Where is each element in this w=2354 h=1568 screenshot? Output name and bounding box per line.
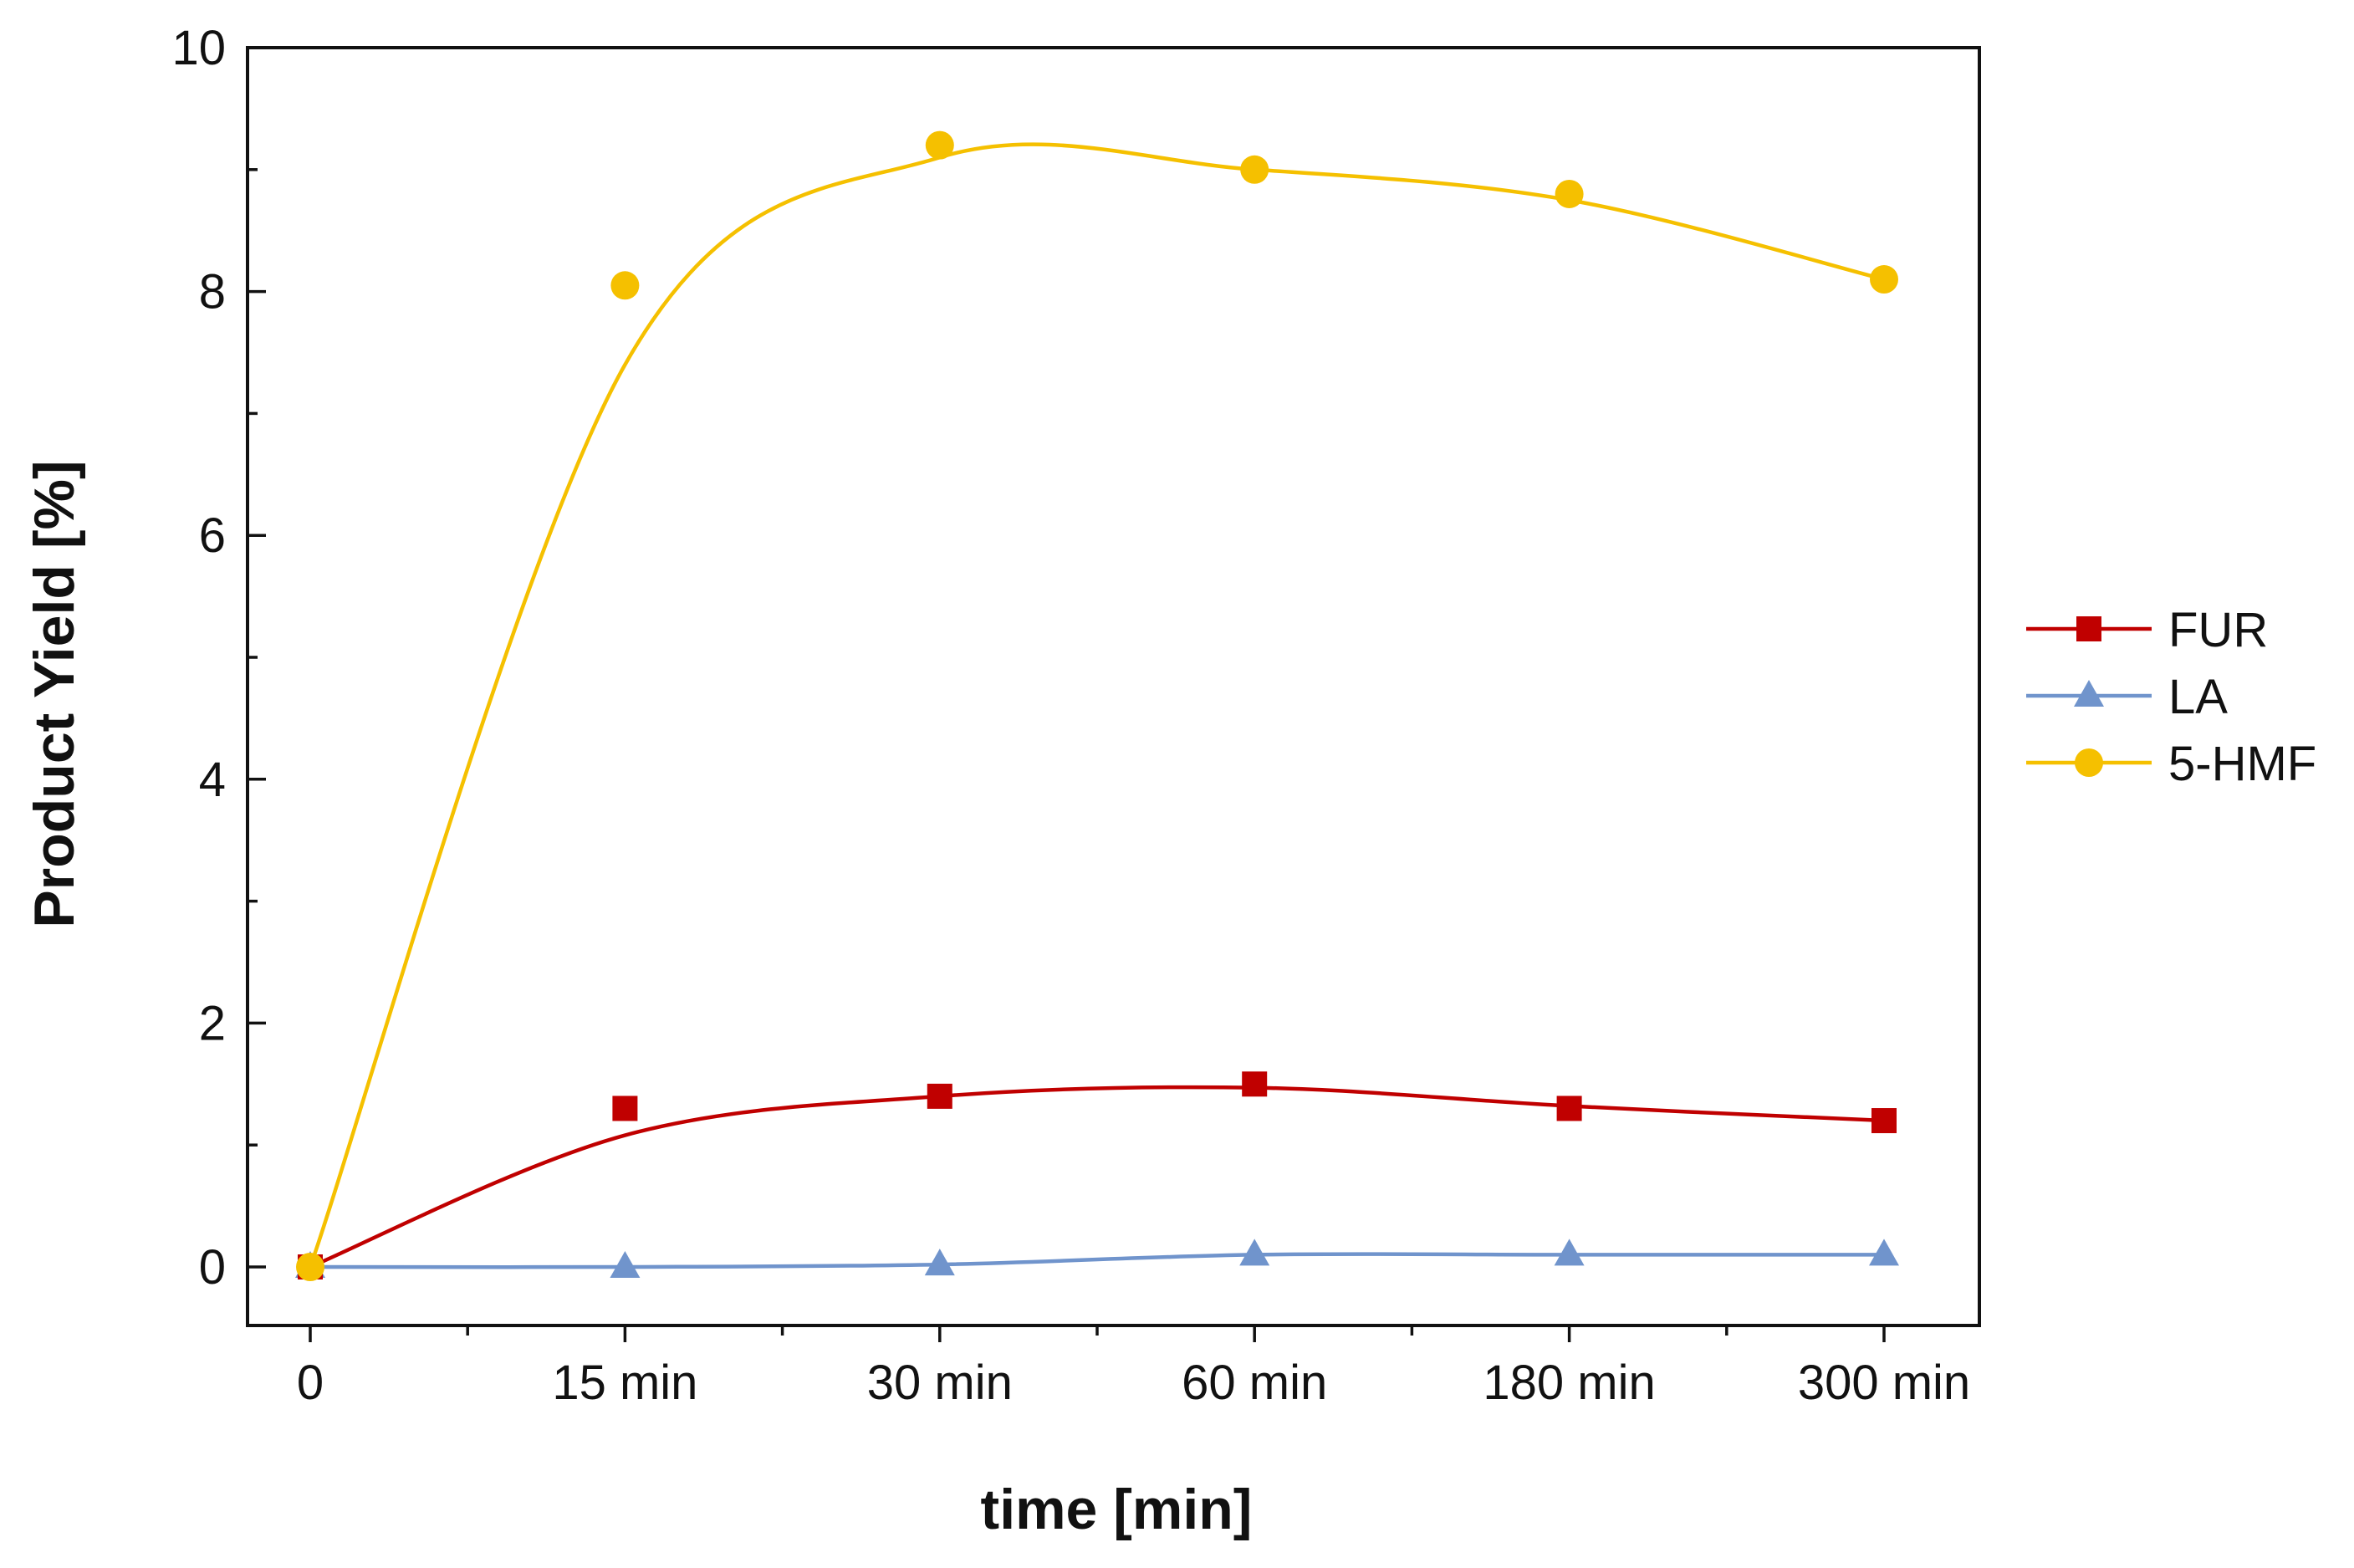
data-point-la [1239,1239,1270,1266]
series-la [295,1239,1899,1278]
series-line-5-hmf [308,142,1885,1268]
x-tick-label: 60 min [1182,1356,1327,1410]
x-axis-title: time [min] [981,1478,1253,1541]
x-tick-label: 300 min [1798,1356,1970,1410]
data-point-5-hmf [925,130,954,160]
series-line-la [309,1252,1884,1269]
data-point-5-hmf [296,1253,324,1281]
legend-item-5-hmf: 5-HMF [2026,737,2316,791]
y-tick-label: 8 [199,265,226,319]
x-tick-label: 180 min [1483,1356,1655,1410]
legend-label: 5-HMF [2168,737,2316,791]
x-tick-label: 30 min [867,1356,1013,1410]
y-axis-title: Product Yield [%] [23,460,86,927]
data-point-fur [1556,1096,1582,1121]
y-tick-label: 4 [199,753,226,807]
series-fur [298,1071,1897,1279]
data-point-la [1554,1239,1585,1266]
data-point-fur [927,1083,952,1109]
x-axis: 0 15 min 30 min 60 min 180 min 300 min [297,1325,1970,1410]
legend-label: LA [2168,670,2228,724]
legend-marker-5-hmf [2075,748,2103,777]
y-tick-label: 6 [199,508,226,563]
y-axis: 0 2 4 6 8 10 [171,21,266,1295]
data-point-la [924,1249,955,1276]
plot-area [246,46,1981,1327]
data-point-fur [1871,1108,1897,1134]
data-point-5-hmf [1240,155,1269,184]
x-tick-label: 15 min [552,1356,697,1410]
y-tick-label: 10 [171,21,226,75]
x-tick-label: 0 [297,1356,324,1410]
y-tick-label: 0 [199,1240,226,1295]
data-point-la [1869,1239,1899,1266]
series-layer [295,130,1899,1281]
data-point-fur [1242,1071,1268,1097]
data-point-la [610,1251,641,1278]
legend-item-la: LA [2026,670,2228,724]
data-point-5-hmf [1870,265,1898,294]
data-point-5-hmf [610,271,640,300]
legend-item-fur: FUR [2026,603,2268,657]
legend: FUR LA 5-HMF [2026,603,2316,791]
legend-marker-la [2074,680,2104,707]
series-line-fur [309,1085,1885,1269]
y-tick-label: 2 [199,996,226,1050]
data-point-5-hmf [1555,179,1584,208]
plot-frame [246,46,1981,1327]
series-5-hmf [296,130,1898,1281]
data-point-fur [612,1096,638,1121]
legend-label: FUR [2168,603,2268,657]
legend-marker-fur [2076,616,2101,641]
